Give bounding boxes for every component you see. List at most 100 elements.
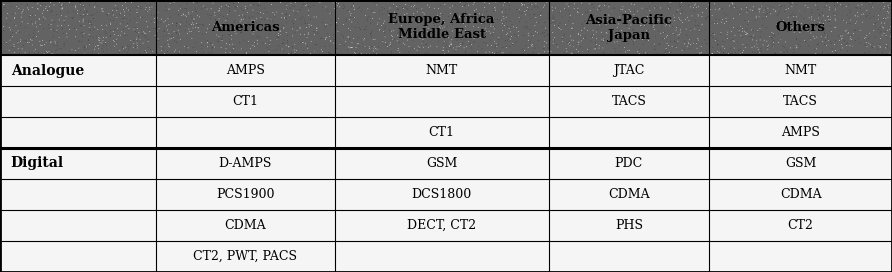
Point	[877, 0, 891, 5]
Point	[527, 46, 541, 51]
Point	[71, 18, 86, 23]
Point	[754, 30, 768, 34]
Point	[373, 27, 387, 32]
Point	[492, 42, 507, 47]
Point	[477, 0, 491, 4]
Point	[392, 23, 406, 27]
Point	[151, 8, 165, 12]
Point	[384, 41, 398, 45]
Point	[736, 48, 750, 52]
Point	[299, 21, 313, 25]
Point	[719, 16, 733, 20]
Point	[472, 44, 486, 48]
Point	[591, 20, 606, 25]
Point	[772, 11, 786, 16]
Point	[198, 46, 212, 50]
Point	[666, 20, 681, 24]
Point	[169, 48, 183, 52]
Point	[843, 8, 857, 12]
Point	[509, 7, 524, 12]
Point	[725, 2, 739, 6]
Point	[315, 48, 329, 52]
Point	[596, 38, 610, 43]
Point	[538, 0, 552, 2]
Point	[218, 21, 232, 26]
Point	[458, 15, 473, 19]
Point	[7, 14, 21, 19]
Point	[572, 44, 586, 48]
Point	[683, 38, 698, 43]
Point	[602, 35, 616, 39]
Point	[137, 34, 152, 38]
Point	[470, 36, 484, 40]
Point	[671, 36, 685, 41]
Point	[617, 17, 632, 21]
Point	[298, 21, 312, 25]
Point	[204, 13, 219, 18]
Point	[863, 31, 877, 35]
Point	[330, 47, 344, 51]
Point	[511, 29, 525, 34]
Point	[213, 35, 227, 40]
Point	[764, 35, 779, 39]
Point	[614, 7, 628, 12]
Point	[103, 34, 118, 38]
Point	[424, 18, 438, 22]
Point	[0, 42, 8, 47]
Point	[34, 44, 48, 48]
Point	[127, 25, 141, 29]
Point	[495, 21, 509, 26]
Point	[644, 23, 658, 27]
Point	[98, 0, 112, 3]
Point	[717, 42, 731, 46]
Point	[52, 46, 66, 50]
Point	[390, 7, 404, 11]
Point	[498, 0, 512, 3]
Point	[70, 53, 84, 57]
Point	[367, 1, 381, 5]
Point	[602, 17, 616, 21]
Point	[28, 49, 42, 53]
Point	[610, 31, 624, 35]
Point	[556, 39, 570, 44]
Point	[161, 46, 176, 50]
Point	[407, 14, 421, 18]
Point	[755, 0, 769, 3]
Point	[766, 45, 780, 49]
Point	[664, 6, 678, 10]
Point	[551, 41, 566, 45]
Point	[747, 50, 762, 54]
Point	[405, 4, 419, 8]
Point	[83, 3, 97, 7]
Point	[422, 41, 436, 45]
Point	[699, 17, 714, 21]
Point	[191, 26, 205, 30]
Point	[477, 41, 491, 45]
Point	[599, 1, 613, 6]
Point	[78, 18, 92, 23]
Point	[45, 51, 59, 55]
Point	[268, 19, 282, 23]
Point	[117, 18, 131, 23]
Point	[505, 35, 519, 39]
Point	[760, 12, 774, 16]
Point	[54, 47, 69, 51]
Point	[517, 48, 532, 53]
Point	[860, 13, 874, 18]
Point	[658, 51, 673, 55]
Point	[575, 50, 590, 55]
Point	[78, 13, 93, 18]
Point	[289, 52, 303, 57]
Point	[748, 18, 763, 22]
Point	[710, 42, 724, 46]
Point	[68, 25, 82, 29]
Point	[16, 8, 30, 12]
Point	[60, 31, 74, 36]
Point	[351, 21, 365, 25]
Point	[736, 29, 750, 33]
Point	[822, 17, 836, 21]
Point	[445, 29, 459, 33]
Point	[93, 41, 107, 45]
Point	[465, 39, 479, 44]
Point	[404, 39, 418, 44]
